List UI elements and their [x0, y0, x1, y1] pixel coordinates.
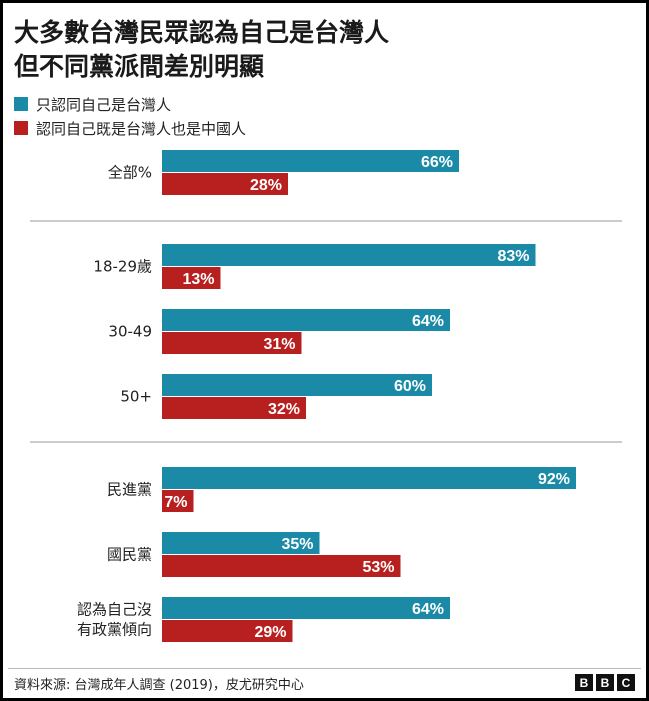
- category-label: 國民黨: [107, 546, 152, 564]
- data-label: 53%: [362, 559, 394, 576]
- bar: [162, 555, 401, 577]
- legend: 只認同自己是台灣人 認同自己既是台灣人也是中國人: [14, 92, 246, 140]
- data-label: 64%: [412, 601, 444, 618]
- title-line-2: 但不同黨派間差別明顯: [14, 52, 265, 81]
- legend-item-both: 認同自己既是台灣人也是中國人: [14, 116, 246, 140]
- bar: [162, 374, 432, 396]
- bar: [162, 309, 450, 331]
- bar: [162, 332, 302, 354]
- legend-swatch-red: [14, 121, 28, 135]
- category-label: 18-29歲: [93, 258, 152, 276]
- footer-divider: [8, 668, 641, 669]
- bar: [162, 490, 194, 512]
- category-label: 有政黨傾向: [77, 621, 152, 639]
- legend-label: 認同自己既是台灣人也是中國人: [36, 119, 247, 138]
- data-label: 32%: [268, 401, 300, 418]
- legend-item-taiwanese-only: 只認同自己是台灣人: [14, 92, 246, 116]
- data-label: 7%: [164, 494, 187, 511]
- bar: [162, 244, 536, 266]
- category-label: 30-49: [108, 323, 152, 341]
- legend-swatch-blue: [14, 97, 28, 111]
- bar: [162, 267, 221, 289]
- category-label: 50+: [120, 388, 152, 406]
- logo-letter: B: [596, 674, 614, 691]
- data-label: 83%: [497, 248, 529, 265]
- data-label: 64%: [412, 313, 444, 330]
- bar: [162, 620, 293, 642]
- bar: [162, 597, 450, 619]
- logo-letter: B: [575, 674, 593, 691]
- bar: [162, 173, 288, 195]
- chart-title: 大多數台灣民眾認為自己是台灣人 但不同黨派間差別明顯: [14, 16, 634, 84]
- data-label: 13%: [182, 271, 214, 288]
- data-label: 92%: [538, 471, 570, 488]
- title-line-1: 大多數台灣民眾認為自己是台灣人: [14, 18, 390, 47]
- data-label: 60%: [394, 378, 426, 395]
- category-label: 全部%: [108, 164, 152, 182]
- source-note: 資料來源: 台灣成年人調查 (2019)，皮尤研究中心: [14, 678, 304, 693]
- bar: [162, 397, 306, 419]
- bar: [162, 467, 576, 489]
- bar: [162, 532, 320, 554]
- data-label: 66%: [421, 154, 453, 171]
- category-label: 民進黨: [107, 481, 152, 499]
- legend-label: 只認同自己是台灣人: [36, 95, 172, 114]
- data-label: 28%: [250, 177, 282, 194]
- category-label: 認為自己沒: [77, 601, 152, 619]
- bar: [162, 150, 459, 172]
- bbc-logo: B B C: [575, 674, 635, 691]
- data-label: 31%: [263, 336, 295, 353]
- data-label: 35%: [281, 536, 313, 553]
- logo-letter: C: [617, 674, 635, 691]
- data-label: 29%: [254, 624, 286, 641]
